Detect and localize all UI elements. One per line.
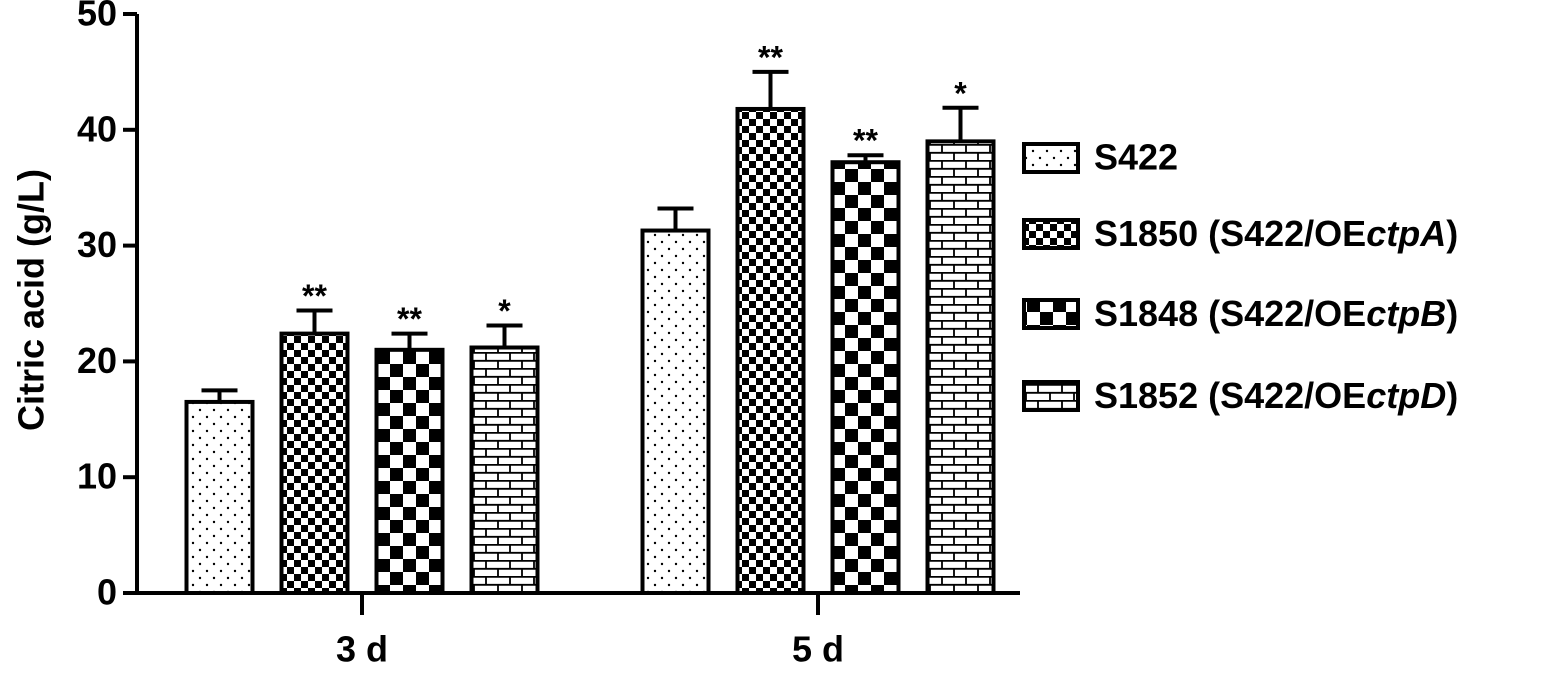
- legend-label: S1850 (S422/OEctpA): [1094, 213, 1458, 254]
- y-tick-label: 10: [77, 456, 117, 497]
- error-bar: [391, 331, 428, 350]
- bar: [469, 345, 540, 595]
- error-bar: [847, 153, 884, 163]
- bar: [640, 228, 711, 596]
- legend-swatch: [1022, 380, 1080, 412]
- y-tick-label: 30: [77, 224, 117, 265]
- bar: [735, 106, 806, 596]
- legend-label: S1852 (S422/OEctpD): [1094, 375, 1458, 416]
- significance: *: [954, 75, 967, 111]
- bar: [279, 331, 350, 595]
- y-tick-label: 0: [97, 572, 117, 613]
- significance: **: [853, 123, 878, 159]
- axes: [135, 14, 1020, 595]
- significance: **: [302, 278, 327, 314]
- error-bar: [657, 206, 694, 231]
- legend-swatch: [1022, 298, 1080, 330]
- significance: **: [758, 39, 783, 75]
- legend-label: S422: [1094, 137, 1178, 178]
- bar: [830, 160, 901, 595]
- y-tick-label: 50: [77, 0, 117, 34]
- legend-swatch: [1022, 142, 1080, 174]
- significance: **: [397, 301, 422, 337]
- error-bar: [201, 388, 238, 402]
- legend-swatch: [1022, 218, 1080, 250]
- error-bar: [486, 323, 523, 348]
- bar: [184, 399, 255, 595]
- bar: [925, 139, 996, 595]
- significance: *: [498, 293, 511, 329]
- y-tick-label: 20: [77, 340, 117, 381]
- error-bar: [942, 105, 979, 142]
- legend-label: S1848 (S422/OEctpB): [1094, 293, 1458, 334]
- error-bar: [752, 69, 789, 109]
- y-tick-label: 40: [77, 108, 117, 149]
- bar: [374, 347, 445, 595]
- x-tick-label: 5 d: [792, 629, 844, 670]
- y-axis-label: Citric acid (g/L): [11, 169, 52, 431]
- x-tick-label: 3 d: [336, 629, 388, 670]
- error-bar: [296, 308, 333, 334]
